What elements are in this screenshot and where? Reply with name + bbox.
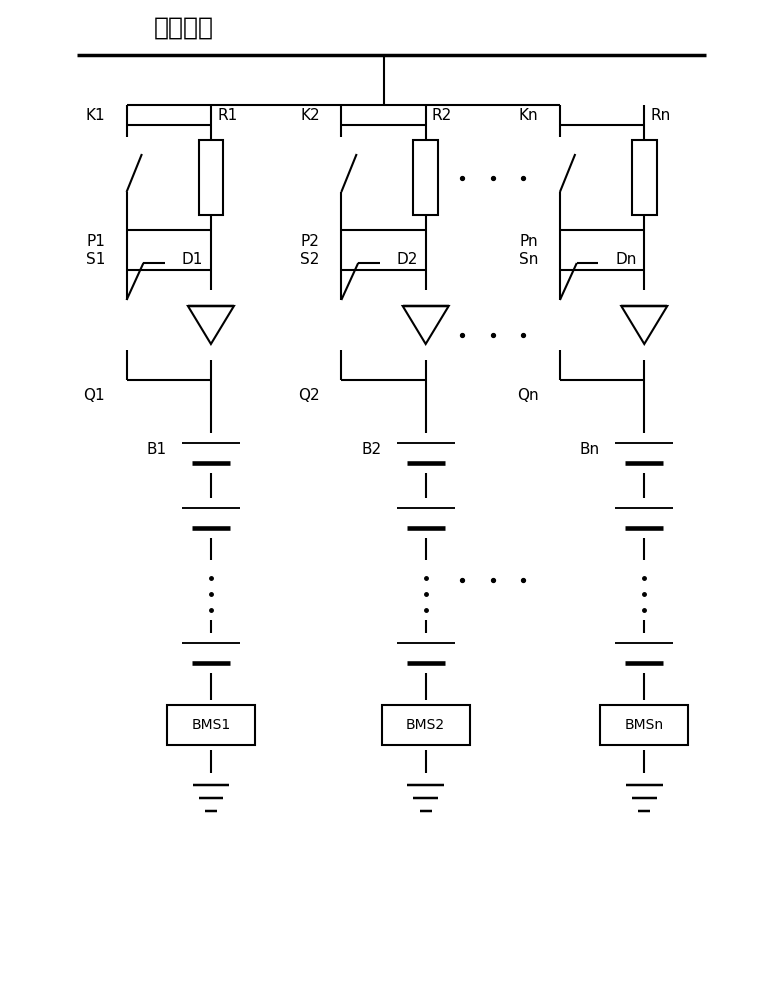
Text: R2: R2 (432, 107, 452, 122)
Text: Dn: Dn (615, 252, 637, 267)
Polygon shape (403, 306, 449, 344)
Text: Q1: Q1 (84, 387, 105, 402)
Text: Pn: Pn (520, 234, 538, 249)
Text: Kn: Kn (518, 107, 538, 122)
Text: B1: B1 (146, 442, 166, 456)
Text: 直流母线: 直流母线 (153, 16, 213, 40)
Text: Q2: Q2 (298, 387, 320, 402)
Text: Sn: Sn (519, 252, 538, 267)
Polygon shape (621, 306, 667, 344)
Text: R1: R1 (217, 107, 237, 122)
Polygon shape (188, 306, 234, 344)
Text: D1: D1 (182, 252, 203, 267)
Text: S1: S1 (86, 252, 105, 267)
Bar (632, 140, 657, 215)
Bar (167, 705, 255, 745)
Bar (600, 705, 689, 745)
Text: P2: P2 (301, 234, 320, 249)
Bar (382, 705, 469, 745)
Text: K2: K2 (300, 107, 320, 122)
Text: BMSn: BMSn (624, 718, 664, 732)
Text: Rn: Rn (650, 107, 670, 122)
Bar (199, 140, 223, 215)
Text: BMS2: BMS2 (406, 718, 446, 732)
Text: P1: P1 (86, 234, 105, 249)
Text: B2: B2 (361, 442, 381, 456)
Text: Qn: Qn (517, 387, 538, 402)
Bar (413, 140, 438, 215)
Text: S2: S2 (301, 252, 320, 267)
Text: Bn: Bn (580, 442, 600, 456)
Text: D2: D2 (397, 252, 418, 267)
Text: BMS1: BMS1 (191, 718, 231, 732)
Text: K1: K1 (85, 107, 105, 122)
